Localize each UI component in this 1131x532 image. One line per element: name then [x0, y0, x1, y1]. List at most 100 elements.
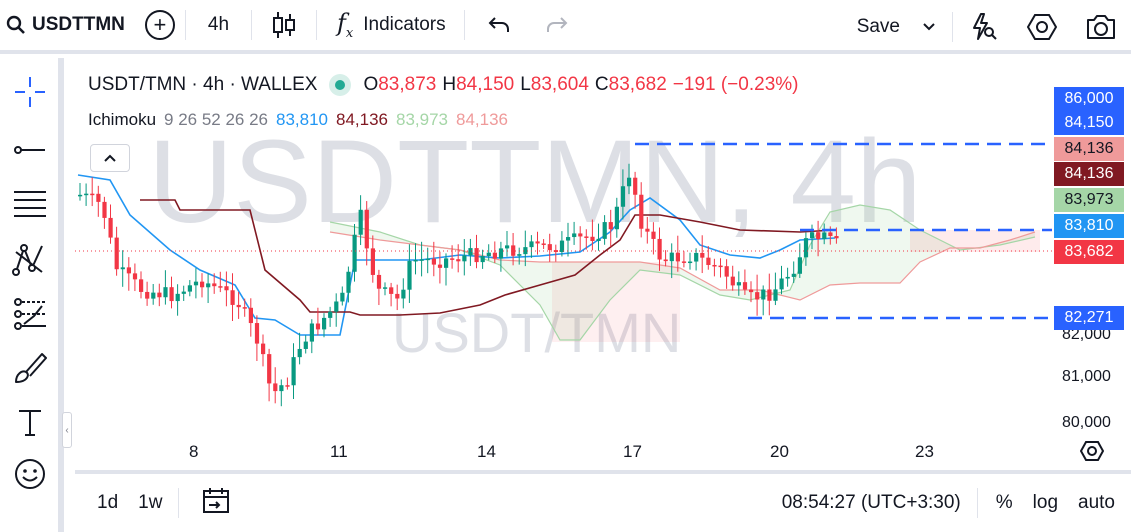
- candle: [511, 233, 516, 266]
- candle: [395, 284, 400, 311]
- candle: [791, 261, 796, 283]
- line-icon: [14, 146, 45, 154]
- watermark: USDTTMN, 4h USDT/TMN: [148, 116, 922, 364]
- candle: [126, 257, 131, 291]
- snapshot-button[interactable]: [1071, 0, 1131, 54]
- forecast-tool[interactable]: [10, 294, 50, 334]
- candle: [596, 223, 601, 251]
- candle: [340, 286, 345, 306]
- toolbar-collapse-tab[interactable]: ‹: [62, 412, 72, 448]
- candle: [120, 250, 125, 287]
- candle: [230, 273, 235, 321]
- emoji-tool[interactable]: [10, 454, 50, 494]
- candle: [425, 247, 430, 274]
- settings-button[interactable]: [1013, 0, 1071, 54]
- add-symbol-icon: +: [144, 10, 175, 40]
- crosshair-tool[interactable]: [10, 72, 50, 112]
- candle: [383, 282, 388, 296]
- candle: [700, 235, 705, 274]
- save-button[interactable]: Save: [857, 0, 914, 54]
- range-1d-button[interactable]: 1d: [97, 492, 119, 513]
- price-label-conversion: 83,810: [1054, 214, 1124, 238]
- candle: [413, 243, 418, 275]
- hexagon-settings-icon: [1079, 441, 1105, 461]
- chart-type-button[interactable]: [252, 0, 316, 52]
- candle: [236, 291, 241, 319]
- candle: [547, 233, 552, 262]
- candle: [633, 171, 638, 209]
- divider: [184, 10, 186, 40]
- candle: [559, 231, 565, 257]
- quick-search-button[interactable]: [953, 0, 1013, 54]
- compare-button[interactable]: +: [135, 0, 185, 52]
- candle: [358, 195, 363, 246]
- candle: [90, 177, 95, 207]
- function-icon: fx: [337, 9, 354, 41]
- symbol-label: USDTTMN: [32, 14, 125, 35]
- pair-title: USDT/TMN · 4h · WALLEX: [88, 74, 318, 95]
- candle: [401, 278, 406, 309]
- candle: [694, 248, 699, 271]
- axis-settings-button[interactable]: [1079, 440, 1105, 467]
- text-tool[interactable]: [10, 402, 50, 442]
- brush-tool[interactable]: [10, 348, 50, 388]
- trend-line-tool[interactable]: [10, 130, 50, 170]
- candle: [437, 251, 443, 284]
- save-menu-button[interactable]: [914, 0, 952, 54]
- open-label: O: [363, 74, 379, 95]
- candle: [645, 216, 650, 244]
- undo-button[interactable]: [465, 0, 533, 52]
- auto-toggle[interactable]: auto: [1078, 492, 1115, 513]
- indicator-legend[interactable]: Ichimoku 9 26 52 26 26 83,810 84,136 83,…: [88, 110, 508, 130]
- divider: [952, 12, 953, 42]
- low-value: 83,604: [530, 74, 589, 95]
- candle: [639, 182, 644, 238]
- candle: [450, 245, 455, 269]
- top-toolbar: USDTTMN + 4h fx Indicators Save: [0, 0, 1131, 54]
- candle: [389, 282, 394, 307]
- candle: [96, 185, 101, 217]
- pattern-tool[interactable]: [10, 240, 50, 280]
- candle: [285, 377, 290, 390]
- log-toggle[interactable]: log: [1032, 492, 1059, 513]
- candle: [749, 281, 754, 303]
- timezone-clock[interactable]: 08:54:27 (UTC+3:30): [781, 492, 961, 513]
- candle: [254, 315, 260, 361]
- redo-icon: [546, 17, 568, 32]
- candle: [364, 201, 369, 266]
- candle: [169, 276, 174, 309]
- redo-button[interactable]: [533, 0, 581, 52]
- legend-collapse-button[interactable]: [90, 144, 130, 172]
- percent-toggle[interactable]: %: [995, 492, 1013, 513]
- candle: [419, 241, 424, 277]
- candle: [145, 281, 150, 306]
- symbol-search[interactable]: USDTTMN: [0, 0, 135, 52]
- candle: [370, 235, 375, 283]
- fib-lines-icon: [14, 191, 46, 217]
- bottom-toolbar: 1d 1w 08:54:27 (UTC+3:30) % log auto: [75, 470, 1131, 532]
- range-1w-button[interactable]: 1w: [138, 492, 163, 513]
- horizontal-levels: [75, 142, 1052, 320]
- candle: [773, 272, 778, 306]
- fib-tool[interactable]: [10, 184, 50, 224]
- interval-button[interactable]: 4h: [186, 0, 251, 52]
- candle: [132, 263, 138, 292]
- text-icon: [19, 410, 41, 436]
- candle: [584, 229, 589, 250]
- candle: [114, 226, 119, 276]
- candle: [151, 283, 156, 305]
- lightning-search-icon: [973, 13, 997, 40]
- candle: [767, 273, 772, 316]
- candle: [486, 244, 491, 261]
- candle: [102, 196, 107, 229]
- indicators-button[interactable]: fx Indicators: [317, 0, 464, 52]
- price-chart[interactable]: USDTTMN, 4h USDT/TMN: [75, 62, 1131, 470]
- candle: [248, 298, 253, 337]
- candle: [163, 270, 168, 305]
- low-label: L: [520, 74, 531, 95]
- price-label-high: 84,150: [1054, 111, 1124, 135]
- goto-date-button[interactable]: [201, 486, 231, 520]
- high-label: H: [442, 74, 457, 95]
- chevron-left-icon: ‹: [65, 424, 69, 436]
- candle: [712, 258, 717, 277]
